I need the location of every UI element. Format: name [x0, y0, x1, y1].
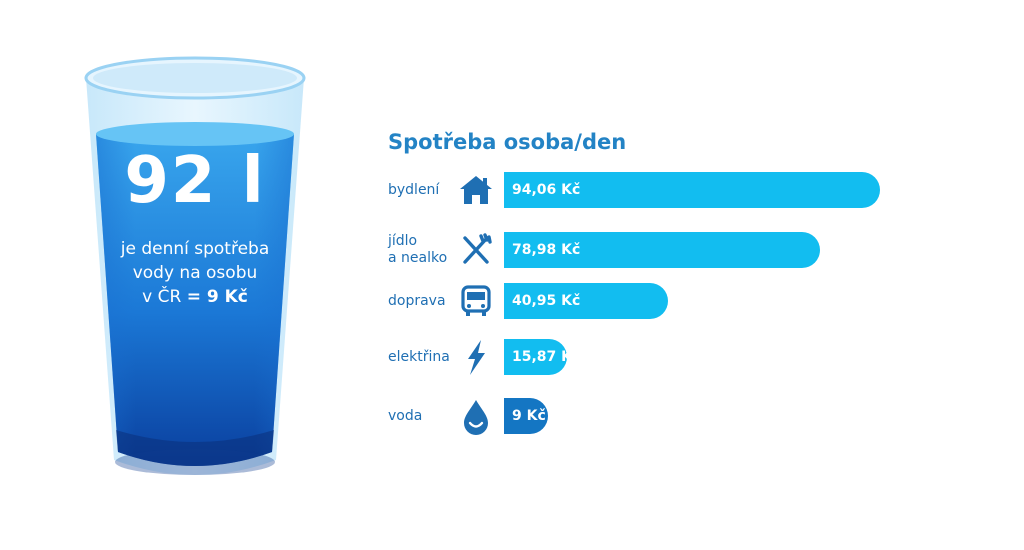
glass-desc-value: = 9 Kč	[186, 287, 248, 307]
bar: 9 Kč	[504, 398, 548, 434]
category-label: doprava	[388, 292, 446, 309]
bar-value-label: 94,06 Kč	[512, 182, 581, 198]
category-label: jídlo a nealko	[388, 233, 448, 266]
glass-desc-line-3: v ČR = 9 Kč	[100, 285, 290, 309]
glass-caption: 92 l je denní spotřeba vody na osobu v Č…	[100, 145, 290, 309]
bar: 78,98 Kč	[504, 232, 820, 268]
water-glass: 92 l je denní spotřeba vody na osobu v Č…	[80, 50, 310, 490]
bar-value-label: 15,87 Kč	[512, 349, 581, 365]
chart-title: Spotřeba osoba/den	[388, 130, 627, 154]
bar: 40,95 Kč	[504, 283, 668, 319]
category-label: elektřina	[388, 348, 450, 365]
bus-icon	[456, 281, 496, 321]
water-drop-icon	[456, 396, 496, 436]
lightning-icon	[456, 337, 496, 377]
bar-value-label: 40,95 Kč	[512, 293, 581, 309]
bar: 15,87 Kč	[504, 339, 580, 375]
category-label: bydlení	[388, 181, 440, 198]
category-label: voda	[388, 407, 423, 424]
water-surface	[96, 122, 294, 146]
glass-desc-line-2: vody na osobu	[132, 263, 258, 283]
daily-water-amount: 92 l	[124, 144, 266, 218]
bar-value-label: 9 Kč	[512, 408, 546, 424]
glass-desc-prefix: v ČR	[142, 287, 182, 307]
house-icon	[456, 170, 496, 210]
bar: 94,06 Kč	[504, 172, 881, 208]
fork-knife-icon	[456, 230, 496, 270]
glass-illustration	[84, 56, 306, 475]
glass-desc-line-1: je denní spotřeba	[120, 239, 270, 259]
bar-value-label: 78,98 Kč	[512, 242, 581, 258]
glass-description: je denní spotřeba vody na osobu v ČR = 9…	[100, 237, 290, 309]
